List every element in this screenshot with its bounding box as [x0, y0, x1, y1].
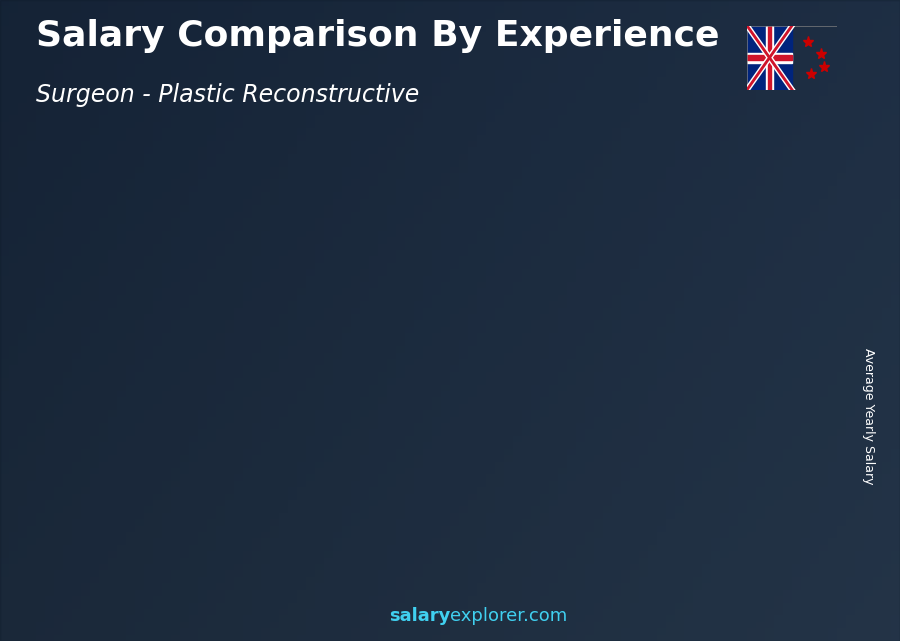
Bar: [318, 379, 328, 570]
Bar: [447, 338, 458, 570]
Bar: [578, 317, 658, 321]
Text: +30%: +30%: [248, 308, 338, 337]
Text: Salary Comparison By Experience: Salary Comparison By Experience: [36, 19, 719, 53]
Bar: [447, 338, 528, 570]
Bar: [747, 26, 792, 90]
Bar: [768, 26, 771, 90]
Bar: [58, 461, 139, 570]
Text: explorer.com: explorer.com: [450, 607, 567, 625]
Text: +34%: +34%: [119, 353, 208, 381]
FancyArrowPatch shape: [388, 328, 454, 370]
Bar: [58, 461, 139, 463]
Text: 576,000 NZD: 576,000 NZD: [692, 285, 803, 300]
Bar: [747, 53, 792, 63]
Bar: [747, 55, 792, 60]
Bar: [58, 461, 68, 570]
FancyArrowPatch shape: [257, 368, 324, 415]
Bar: [188, 423, 268, 570]
Text: 237,000 NZD: 237,000 NZD: [43, 442, 154, 457]
Text: 501,000 NZD: 501,000 NZD: [433, 320, 544, 335]
Bar: [578, 317, 658, 570]
Bar: [188, 423, 199, 570]
Bar: [707, 304, 718, 570]
Text: Average Yearly Salary: Average Yearly Salary: [862, 349, 875, 485]
Text: salary: salary: [389, 607, 450, 625]
Bar: [707, 304, 788, 308]
FancyArrowPatch shape: [648, 288, 714, 310]
Text: +9%: +9%: [518, 258, 588, 286]
Text: 414,000 NZD: 414,000 NZD: [302, 360, 413, 375]
Text: Surgeon - Plastic Reconstructive: Surgeon - Plastic Reconstructive: [36, 83, 419, 107]
FancyArrowPatch shape: [128, 412, 194, 453]
Bar: [766, 26, 773, 90]
Bar: [318, 379, 399, 570]
Bar: [707, 304, 788, 570]
Text: +5%: +5%: [647, 249, 718, 278]
FancyArrowPatch shape: [518, 303, 584, 331]
Text: 318,000 NZD: 318,000 NZD: [173, 404, 284, 420]
Bar: [578, 317, 588, 570]
Bar: [447, 338, 528, 343]
Text: 548,000 NZD: 548,000 NZD: [562, 298, 673, 313]
Bar: [188, 423, 268, 426]
Text: +21%: +21%: [378, 272, 468, 301]
Bar: [318, 379, 399, 382]
